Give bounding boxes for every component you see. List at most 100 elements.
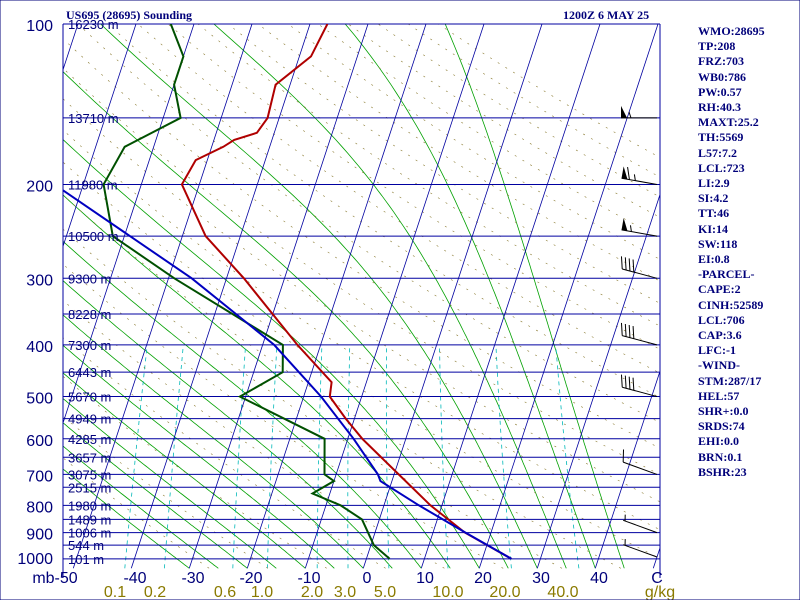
mixing-ratio-label: 0.6 (214, 584, 236, 600)
stat-line: CINH:52589 (698, 297, 764, 312)
moist-adiabat-line (63, 240, 422, 569)
height-label: 8228 m (68, 307, 111, 322)
dry-adiabat-line (63, 129, 660, 531)
stat-line: TH:5569 (698, 130, 744, 145)
stats-panel: WMO:28695 TP:208 FRZ:703 WB0:786 PW:0.57 RH:4… (698, 24, 798, 480)
pressure-tick-label: 700 (26, 468, 53, 485)
stat-line: PW:0.57 (698, 84, 742, 99)
temperature-tick-label: -10 (297, 570, 320, 587)
height-label: 7300 m (68, 338, 111, 353)
height-label: 544 m (68, 538, 104, 553)
isotherm-line (72, 24, 253, 569)
wind-barb-full (624, 375, 627, 389)
height-label: 1006 m (68, 526, 111, 541)
wind-barb-shaft (622, 386, 658, 398)
wind-barb-shaft (621, 229, 658, 237)
stat-line: RH:40.3 (698, 100, 741, 115)
parcel-line (63, 189, 512, 560)
stat-line: CAP:3.6 (698, 328, 742, 343)
dry-adiabat-line (77, 24, 660, 423)
moist-adiabat-line (63, 138, 480, 569)
temperature-tick-label: mb-50 (32, 570, 77, 587)
stat-line: EHI:0.0 (698, 434, 740, 449)
mixing-ratio-label: 0.1 (104, 584, 126, 600)
stat-line: LFC:-1 (698, 343, 736, 358)
pressure-tick-label: 800 (26, 499, 53, 516)
height-label: 13710 m (68, 111, 119, 126)
isotherm-line (536, 193, 660, 569)
height-label: 11980 m (68, 177, 118, 192)
isotherms (63, 24, 660, 569)
wind-barb-half (628, 111, 632, 119)
dewpoint-line (102, 24, 391, 560)
wind-barb-full (628, 258, 631, 272)
stat-line: CAPE:2 (698, 282, 741, 297)
stat-line: LCL:723 (698, 160, 745, 175)
temperature-tick-label: C (651, 570, 663, 587)
sounding-time: 1200Z 6 MAY 25 (563, 8, 650, 22)
mixing-ratio-label: 1.0 (251, 584, 273, 600)
dry-adiabat-line (63, 375, 327, 569)
height-label: 1980 m (68, 498, 111, 513)
wind-barb-shaft (623, 544, 658, 558)
wind-barb-full (620, 256, 623, 270)
moist-adiabat-line (63, 398, 277, 569)
temperature-tick-label: 30 (532, 570, 550, 587)
height-label: 10500 m (68, 229, 119, 244)
isotherm-line (362, 24, 543, 569)
wind-barb-full (628, 324, 631, 338)
pressure-tick-label: 900 (26, 527, 53, 544)
dry-adiabat-line (63, 299, 445, 569)
wind-barb-full (624, 323, 627, 337)
mixing-ratio-line (555, 344, 580, 569)
isotherm-line (188, 24, 369, 569)
moist-adiabat-line (63, 344, 335, 569)
stat-line: LI:2.9 (698, 176, 730, 191)
height-label: 1489 m (68, 512, 111, 527)
moist-adiabat-line (63, 422, 248, 569)
stat-line: SHR+:0.0 (698, 404, 749, 419)
mixing-ratio-line (232, 344, 246, 569)
stat-line: SRDS:74 (698, 419, 745, 434)
mixing-ratio-line (439, 344, 449, 569)
wind-barb-half (633, 174, 636, 181)
isotherm-line (246, 24, 427, 569)
sounding-series (63, 24, 512, 560)
height-label: 101 m (68, 552, 104, 567)
temperature-tick-label: -40 (123, 570, 146, 587)
height-label: 4949 m (68, 412, 111, 427)
mixing-ratio-label: 3.0 (334, 584, 356, 600)
wind-barb-flag (621, 218, 628, 231)
stat-line: LCL:706 (698, 312, 745, 327)
mixing-ratio-line (266, 344, 278, 569)
moist-adiabat-line (63, 314, 364, 569)
wind-barb-full (632, 259, 635, 273)
dry-adiabat-line (63, 67, 660, 475)
pressure-tick-label: 100 (26, 18, 53, 35)
wind-barb-shaft (623, 519, 658, 534)
wind-barb-full (632, 377, 635, 391)
moist-adiabat-line (100, 24, 538, 569)
height-label: 16230 m (68, 17, 119, 32)
mixing-ratio-label: 20.0 (489, 584, 520, 600)
temperature-tick-label: 0 (363, 570, 372, 587)
moist-adiabat-line (63, 445, 219, 569)
mixing-ratio-line (385, 344, 390, 569)
stat-line: TT:46 (698, 206, 730, 221)
stat-line: MAXT:25.2 (698, 115, 759, 130)
stat-line: STM:287/17 (698, 373, 762, 388)
mixing-ratio-label: g/kg (645, 584, 675, 600)
temperature-tick-label: 10 (416, 570, 434, 587)
moist-adiabat-line (344, 24, 596, 569)
moist-adiabat-line (63, 468, 190, 569)
temperature-tick-label: 40 (590, 570, 608, 587)
moist-adiabat-line (63, 71, 509, 569)
dry-adiabat-line (63, 415, 269, 569)
stat-line: FRZ:703 (698, 54, 744, 69)
stat-line: TP:208 (698, 39, 736, 54)
wind-barbs (620, 105, 658, 558)
dry-adiabat-line (63, 337, 386, 569)
isotherm-line (478, 24, 659, 569)
height-label: 6443 m (68, 365, 111, 380)
